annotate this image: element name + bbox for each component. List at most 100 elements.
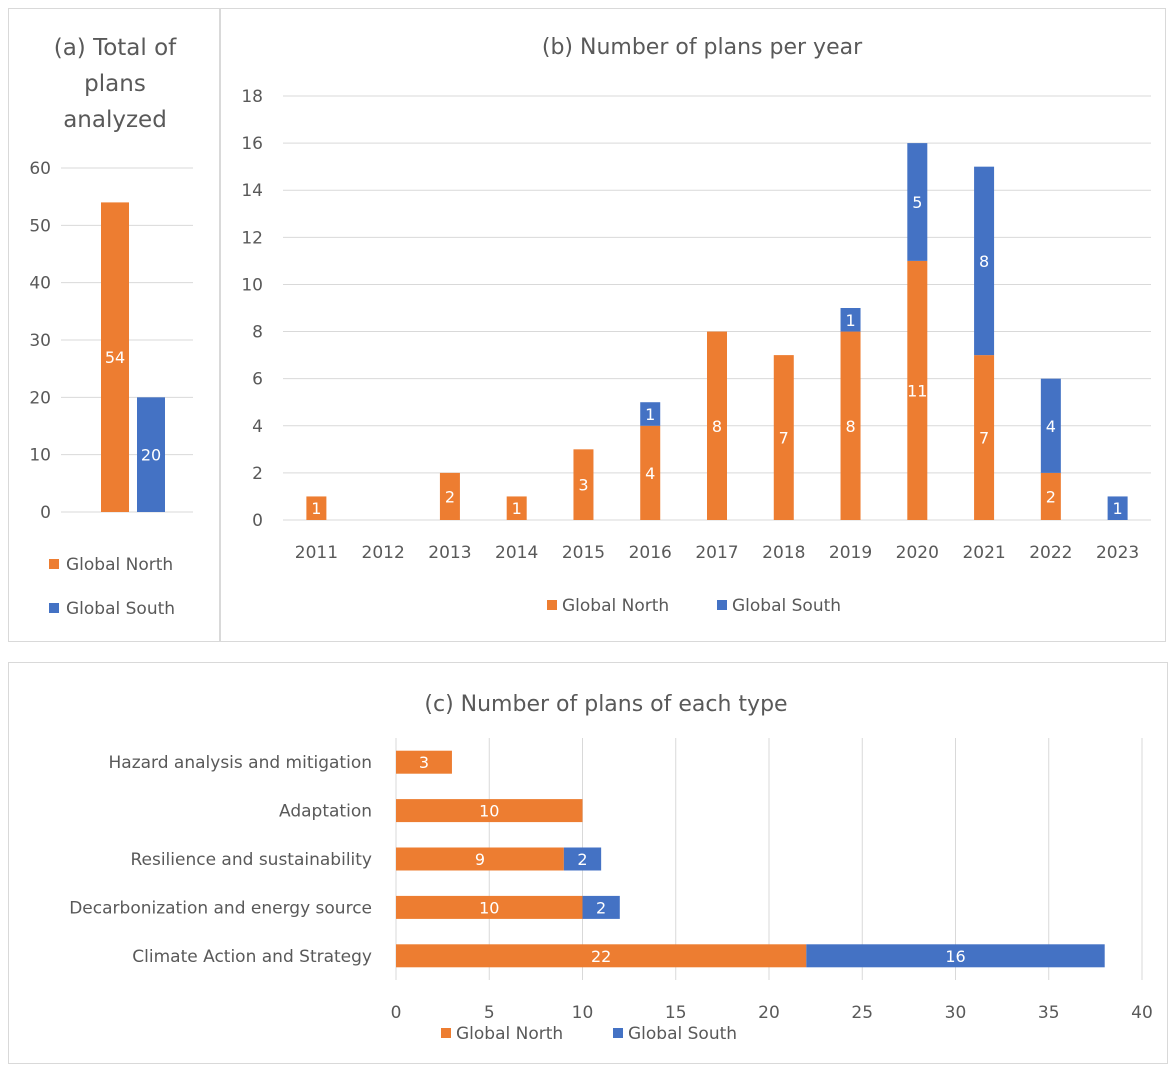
bar-segment-global-south (974, 166, 995, 356)
data-label: 3 (419, 753, 429, 772)
bar-segment-global-north (907, 260, 928, 520)
x-tick-label: 2014 (495, 543, 538, 563)
chart-title-line: (a) Total of (54, 35, 177, 61)
data-label: 9 (475, 850, 485, 869)
y-tick-label: 40 (29, 274, 51, 294)
x-tick-label: 2019 (829, 543, 872, 563)
chart-plans-per-year: (b) Number of plans per year024681012141… (241, 35, 1151, 616)
x-tick-label: 2012 (362, 543, 405, 563)
x-tick-label: 2020 (896, 543, 939, 563)
bar-segment-global-north (396, 895, 583, 919)
chart-title-line: plans (84, 71, 146, 97)
bar-segment-global-south (1107, 496, 1128, 520)
x-tick-label: 10 (572, 1003, 594, 1023)
data-label: 5 (912, 193, 922, 212)
legend-swatch-global-south (717, 600, 727, 610)
x-tick-label: 25 (851, 1003, 873, 1023)
bar-segment-global-north (306, 496, 327, 520)
bar-segment-global-south (1040, 378, 1061, 473)
chart-title-line: analyzed (63, 107, 167, 133)
bar-segment-global-north (439, 472, 460, 520)
x-tick-label: 20 (758, 1003, 780, 1023)
panel-total-plans: (a) Total of plans analyzed 0 10 20 30 40 50 60 54… (8, 8, 220, 642)
legend-label: Global North (66, 555, 173, 575)
chart-plans-by-type: (c) Number of plans of each type 0 5 10 15 20… (69, 692, 1153, 1044)
bar-segment-global-south (582, 895, 620, 919)
data-label: 3 (578, 476, 588, 495)
data-label: 8 (712, 417, 722, 436)
data-label: 7 (979, 429, 989, 448)
y-tick-label: 10 (29, 446, 51, 466)
x-tick-label: 2016 (629, 543, 672, 563)
data-label: 7 (779, 429, 789, 448)
bar-segment-global-north (707, 331, 727, 520)
legend-label: Global North (562, 596, 669, 616)
y-tick-label: 60 (29, 159, 51, 179)
bar-global-north (101, 202, 129, 512)
data-label: 54 (105, 348, 125, 367)
x-tick-label: 2023 (1096, 543, 1139, 563)
bar-segment-global-north (773, 355, 794, 520)
data-label: 4 (645, 464, 655, 483)
panel-plans-by-type: (c) Number of plans of each type 0 5 10 15 20… (8, 662, 1168, 1064)
x-tick-label: 0 (391, 1003, 402, 1023)
legend-label: Global North (456, 1024, 563, 1044)
x-tick-label: 2018 (762, 543, 805, 563)
y-tick-label: 6 (252, 370, 263, 390)
bar-segment-global-south (806, 944, 1105, 968)
bar-segment-global-north (840, 331, 861, 520)
x-tick-label: 15 (665, 1003, 687, 1023)
y-tick-label: 14 (241, 181, 263, 201)
y-tick-label: 30 (29, 331, 51, 351)
x-tick-label: 35 (1038, 1003, 1060, 1023)
x-tick-label: 2021 (962, 543, 1005, 563)
category-label: Adaptation (279, 802, 372, 822)
data-label: 10 (479, 802, 499, 821)
data-label: 8 (979, 252, 989, 271)
panel-plans-per-year: (b) Number of plans per year 0 2 4 6 8 10 12 14 1… (220, 8, 1166, 642)
data-label: 10 (479, 898, 499, 917)
x-tick-label: 2015 (562, 543, 605, 563)
data-label: 1 (1113, 499, 1123, 518)
chart-title: (c) Number of plans of each type (424, 692, 787, 717)
category-label: Resilience and sustainability (130, 850, 372, 870)
data-label: 20 (141, 446, 161, 465)
bar-segment-global-north (396, 944, 807, 968)
y-tick-label: 10 (241, 275, 263, 295)
data-label: 8 (845, 417, 855, 436)
data-label: 2 (596, 898, 606, 917)
data-label: 1 (845, 311, 855, 330)
bar-segment-global-north (974, 355, 995, 520)
y-tick-label: 16 (241, 134, 263, 154)
data-label: 11 (907, 381, 927, 400)
y-tick-label: 2 (252, 464, 263, 484)
data-label: 4 (1046, 417, 1056, 436)
legend-swatch-global-south (49, 603, 59, 613)
data-label: 22 (591, 947, 611, 966)
bar-segment-global-south (640, 402, 661, 426)
legend-label: Global South (628, 1024, 737, 1044)
x-tick-label: 30 (945, 1003, 967, 1023)
bar-segment-global-north (396, 847, 564, 871)
bar-segment-global-north (506, 496, 527, 520)
y-tick-label: 0 (40, 503, 51, 523)
bar-segment-global-north (640, 425, 661, 520)
data-label: 1 (311, 499, 321, 518)
legend-swatch-global-north (547, 600, 557, 610)
data-label: 1 (645, 405, 655, 424)
legend-swatch-global-south (613, 1028, 623, 1038)
y-tick-label: 12 (241, 228, 263, 248)
category-label: Climate Action and Strategy (132, 947, 372, 967)
chart-title: (b) Number of plans per year (542, 35, 863, 60)
y-tick-label: 4 (252, 417, 263, 437)
legend-swatch-global-north (49, 559, 59, 569)
y-tick-label: 8 (252, 323, 263, 343)
bar-global-south (137, 397, 165, 512)
bar-segment-global-south (563, 847, 602, 871)
category-label: Hazard analysis and mitigation (109, 753, 373, 773)
x-tick-label: 2017 (695, 543, 738, 563)
chart-total-plans: (a) Total of plans analyzed 0 10 20 30 40 50 60 54… (29, 35, 193, 619)
x-tick-label: 2011 (295, 543, 338, 563)
legend-swatch-global-north (441, 1028, 451, 1038)
category-label: Decarbonization and energy source (69, 898, 372, 918)
